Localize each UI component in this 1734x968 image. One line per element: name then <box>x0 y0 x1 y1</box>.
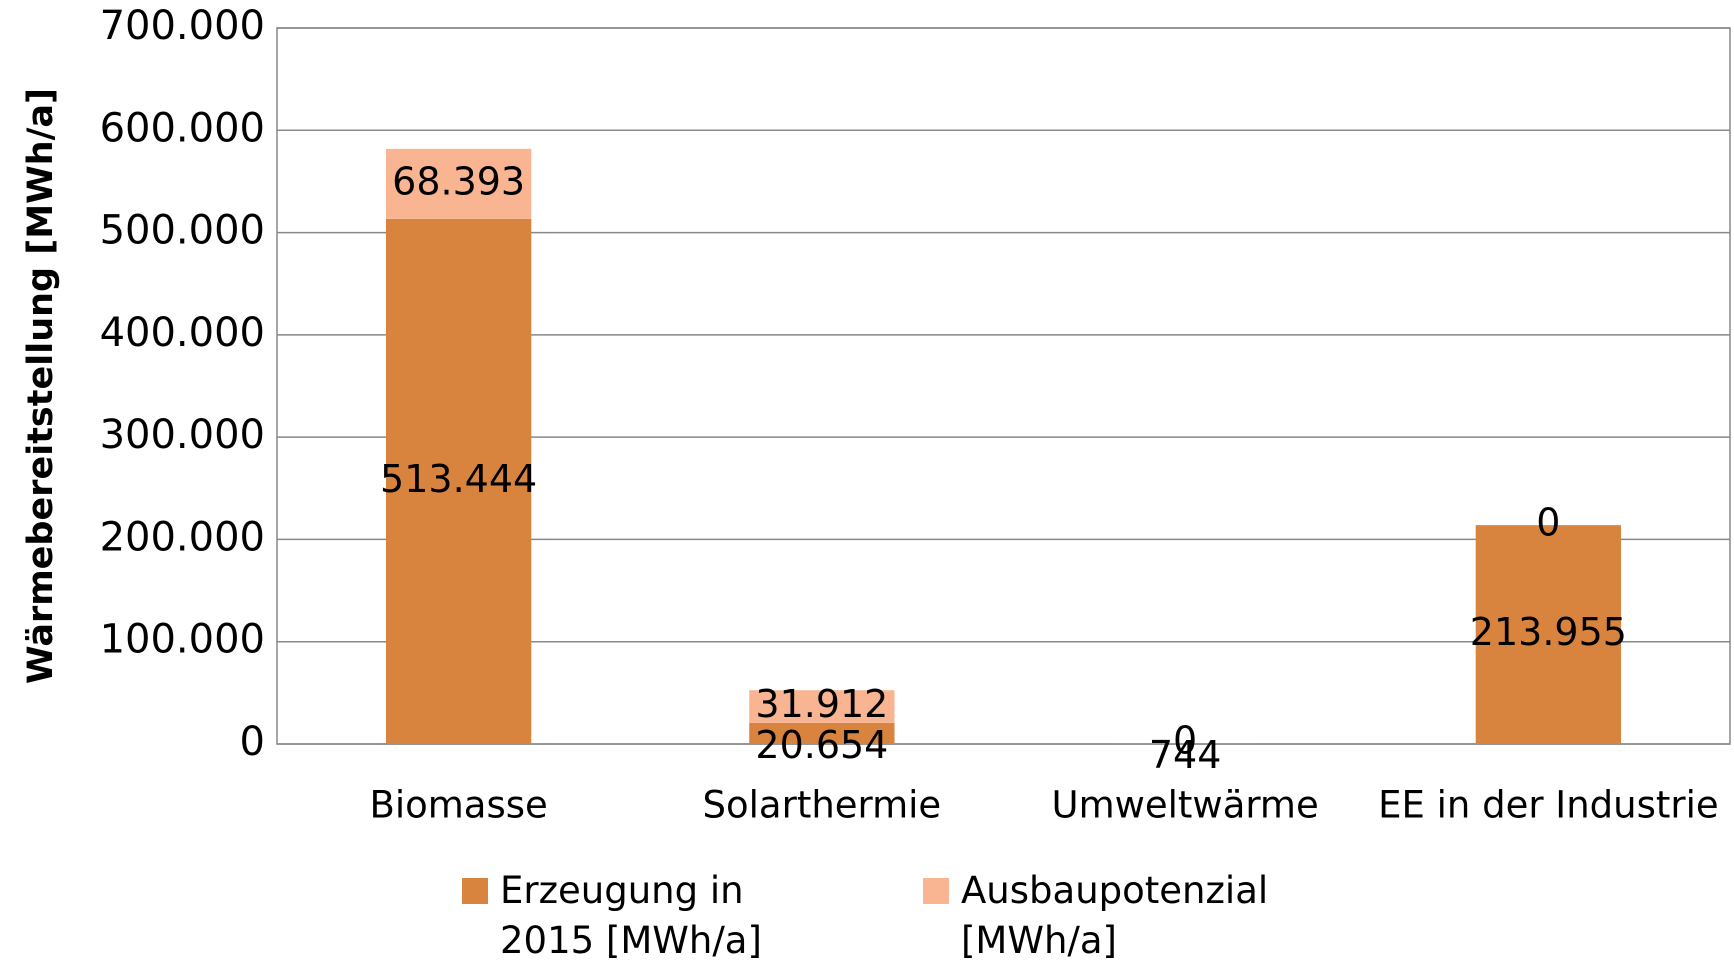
y-tick-label: 500.000 <box>100 208 265 254</box>
data-label: 744 <box>1149 733 1222 777</box>
legend-item: Ausbaupotenzial [MWh/a] <box>923 866 1303 966</box>
data-label: 31.912 <box>755 682 888 726</box>
y-axis-title: Wärmebereitstellung [MWh/a] <box>21 88 61 684</box>
x-tick-label: EE in der Industrie <box>1378 784 1719 827</box>
bar-segment <box>385 148 532 219</box>
data-label: 0 <box>1173 719 1197 763</box>
x-tick-label: Umweltwärme <box>1052 784 1319 827</box>
bar-segment <box>385 218 532 745</box>
y-tick-label: 300.000 <box>100 412 265 458</box>
x-tick-label: Solarthermie <box>703 784 942 827</box>
legend-swatch <box>462 878 488 904</box>
y-tick-label: 0 <box>240 719 265 765</box>
data-label: 213.955 <box>1470 610 1627 654</box>
y-tick-label: 600.000 <box>100 105 265 151</box>
data-label: 20.654 <box>755 723 888 767</box>
y-tick-label: 100.000 <box>100 617 265 663</box>
bar-segment <box>1475 525 1622 744</box>
legend-label: Erzeugung in 2015 [MWh/a] <box>500 869 762 962</box>
data-label: 0 <box>1536 501 1560 545</box>
data-label: 513.444 <box>380 457 537 501</box>
bar-segment <box>749 690 895 723</box>
y-tick-label: 400.000 <box>100 310 265 356</box>
y-tick-label: 700.000 <box>100 3 265 49</box>
legend-item: Erzeugung in 2015 [MWh/a] <box>462 866 842 966</box>
plot-border <box>276 27 1731 745</box>
data-label: 68.393 <box>392 159 525 203</box>
legend-swatch <box>923 878 949 904</box>
bar-segment <box>749 722 895 744</box>
bar-segment <box>1112 743 1258 744</box>
y-tick-label: 200.000 <box>100 514 265 560</box>
legend-label: Ausbaupotenzial [MWh/a] <box>961 869 1269 962</box>
chart: Wärmebereitstellung [MWh/a] 0 100.000 200.… <box>21 3 1731 827</box>
x-tick-label: Biomasse <box>369 784 547 827</box>
